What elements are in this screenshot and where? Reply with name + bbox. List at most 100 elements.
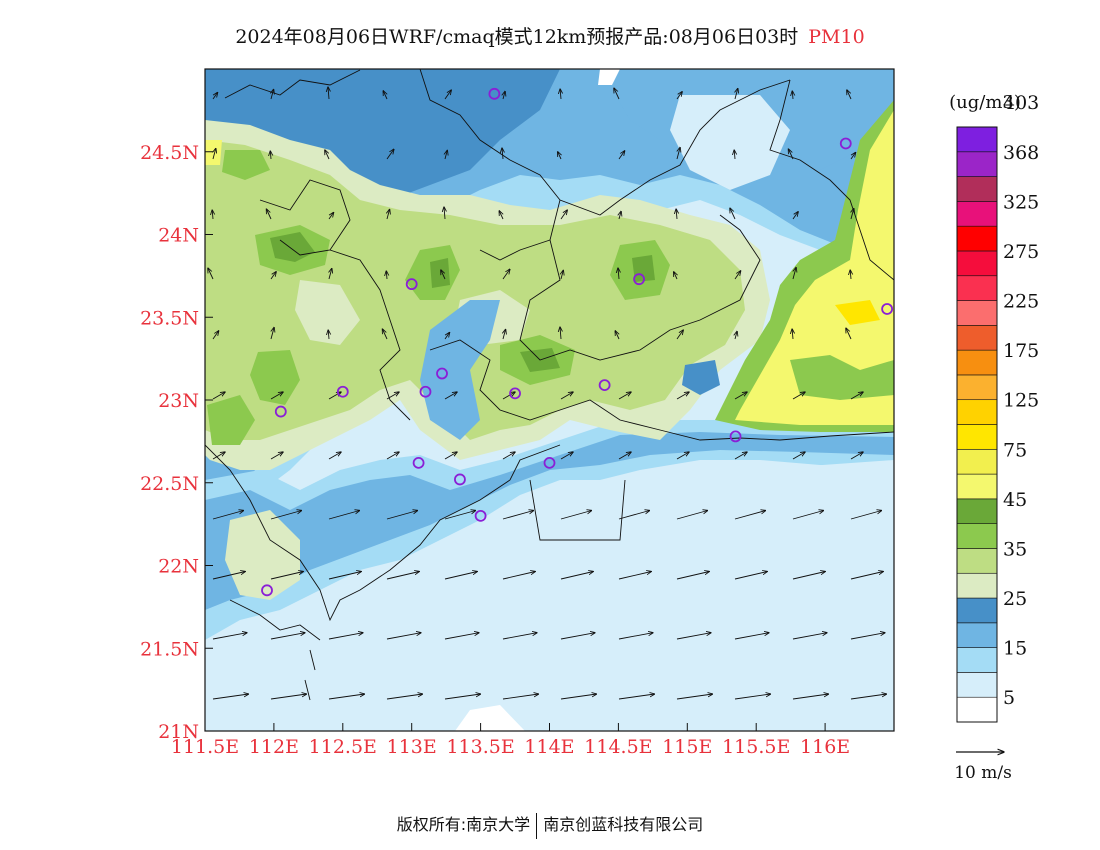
station-marker [633,273,645,286]
legend-swatch [956,300,998,326]
wind-arrow [792,392,805,400]
legend-swatch [956,498,998,524]
wind-arrow [792,212,798,220]
wind-arrow [441,270,446,280]
wind-arrow [444,332,450,340]
wind-arrow [677,147,680,160]
wind-arrow [734,694,771,700]
wind-arrow [212,511,244,520]
footer-left: 版权所有:南京大学 [396,815,531,834]
wind-arrow [851,208,854,220]
wind-arrow [325,150,330,160]
wind-arrow [792,452,805,460]
map-title: 2024年08月06日WRF/cmaq模式12km预报产品:08月06日03时 P… [0,22,1100,49]
wind-arrow [676,633,711,640]
title-variable: PM10 [808,26,865,48]
wind-arrow [271,89,274,100]
wind-arrow [618,633,653,640]
wind-arrow [499,211,503,220]
wind-arrow [558,152,561,160]
wind-arrow [674,272,677,280]
wind-arrow [730,208,736,220]
station-marker [474,509,487,522]
wind-arrow [676,511,708,520]
wind-arrow [328,392,341,400]
station-marker [261,584,273,597]
wind-arrow [386,452,399,460]
wind-arrow [444,452,457,460]
wind-arrow [445,150,447,160]
legend-swatch [956,250,998,277]
legend-swatch [956,151,998,177]
station-marker [336,385,349,398]
wind-arrow [386,511,418,520]
wind-arrow [386,392,399,400]
wind-arrow [213,148,216,160]
wind-arrow [502,633,537,640]
wind-arrow [270,633,305,640]
station-marker [436,367,448,380]
station-marker [839,137,852,150]
wind-arrow [212,92,218,100]
legend-swatch [956,696,998,723]
legend-swatch [956,424,998,450]
legend-swatch [956,325,998,351]
wind-arrow [560,511,592,520]
wind-arrow [734,452,747,460]
lat-tick-label: 21N [158,721,199,743]
legend-label: 25 [1003,588,1027,610]
legend-frame [956,126,998,723]
wind-arrow [383,91,387,100]
wind-arrow [386,633,421,640]
wind-arrow [792,572,825,580]
wind-arrow [386,694,423,700]
wind-arrow [850,152,856,160]
legend-swatch [956,597,998,624]
wind-arrow [850,694,887,700]
wind-arrow [560,210,567,220]
wind-arrow [444,511,476,520]
wind-arrow [270,694,307,700]
boundaries [205,69,894,701]
lon-tick-label: 114.5E [584,736,652,758]
wind-arrow [735,331,737,340]
map-axes: 111.5E 112E 112.5E 113E 113.5E 114E 114.5E 115E… [140,142,850,758]
wind-arrow [676,572,709,580]
wind-arrow [734,271,741,280]
wind-arrow [618,392,631,400]
wind-arrow [792,91,793,100]
wind-arrow [270,151,271,160]
wind-arrow [328,330,329,340]
legend-label: 225 [1003,291,1039,313]
wind-arrow [387,209,390,220]
legend-swatch [956,275,998,301]
lon-tick-label: 113.5E [446,736,514,758]
legend-swatch [956,647,998,673]
wind-arrow [850,511,882,520]
legend-swatch [956,374,998,401]
wind-arrow [560,327,561,340]
wind-reference-label: 10 m/s [954,763,1012,783]
wind-arrow [676,452,689,460]
wind-arrow [444,633,479,640]
wind-arrow [502,572,535,580]
wind-arrow [618,151,625,160]
legend-swatch [956,176,998,202]
wind-arrow [328,452,341,460]
legend-label: 368 [1003,142,1039,164]
wind-arrow [618,694,655,700]
wind-arrow [270,511,302,520]
wind-arrow [676,330,683,340]
wind-arrow [676,209,677,220]
legend-swatch [956,399,998,425]
wind-arrow [618,452,631,460]
lon-tick-label: 115.5E [722,736,790,758]
wind-arrow [503,91,505,100]
wind-arrow [208,268,214,280]
station-marker [405,278,418,291]
wind-arrow [328,633,363,640]
wind-arrow [847,90,852,100]
wind-arrow [212,392,225,400]
legend-label: 45 [1003,489,1027,511]
